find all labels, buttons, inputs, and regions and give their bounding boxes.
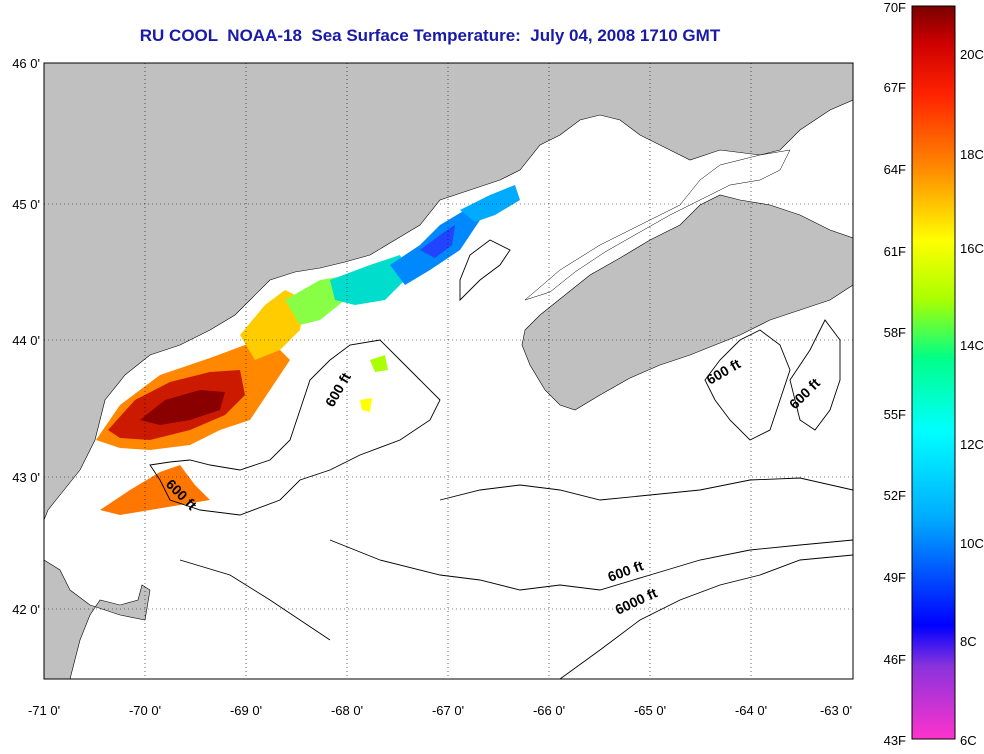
sst-overlay bbox=[96, 185, 520, 515]
lon-tick-label: -70 0' bbox=[129, 703, 161, 718]
lon-tick-label: -71 0' bbox=[28, 703, 60, 718]
lat-tick-label: 45 0' bbox=[12, 197, 40, 212]
lat-axis: 46 0' 45 0' 44 0' 43 0' 42 0' bbox=[12, 56, 40, 617]
lat-tick-label: 42 0' bbox=[12, 602, 40, 617]
colorbar-c-label: 16C bbox=[960, 241, 984, 256]
lat-tick-label: 44 0' bbox=[12, 333, 40, 348]
colorbar-f-label: 52F bbox=[884, 488, 906, 503]
colorbar-c-label: 8C bbox=[960, 634, 977, 649]
colorbar-c-label: 10C bbox=[960, 536, 984, 551]
colorbar-f-label: 61F bbox=[884, 244, 906, 259]
bay-of-fundy bbox=[524, 149, 791, 301]
land-cape-cod bbox=[44, 559, 151, 679]
colorbar-gradient bbox=[911, 5, 956, 740]
colorbar-f-label: 70F bbox=[884, 0, 906, 15]
lon-tick-label: -68 0' bbox=[331, 703, 363, 718]
colorbar-f-label: 67F bbox=[884, 80, 906, 95]
colorbar-c-label: 12C bbox=[960, 437, 984, 452]
lon-tick-label: -63 0' bbox=[820, 703, 852, 718]
lat-tick-label: 46 0' bbox=[12, 56, 40, 71]
land-mainland bbox=[44, 63, 853, 521]
lon-axis: -71 0' -70 0' -69 0' -68 0' -67 0' -66 0… bbox=[28, 703, 852, 718]
map-border bbox=[43, 62, 854, 680]
colorbar-f-label: 55F bbox=[884, 407, 906, 422]
colorbar-f-label: 49F bbox=[884, 570, 906, 585]
colorbar-c-label: 20C bbox=[960, 47, 984, 62]
colorbar-c-label: 14C bbox=[960, 338, 984, 353]
map-content: 600 ft 600 ft 600 ft 600 ft 600 ft 6000 … bbox=[44, 63, 853, 679]
lon-tick-label: -69 0' bbox=[230, 703, 262, 718]
lon-tick-label: -64 0' bbox=[735, 703, 767, 718]
colorbar-f-label: 43F bbox=[884, 733, 906, 748]
bathymetry-contours bbox=[149, 239, 853, 679]
colorbar-c-label: 6C bbox=[960, 733, 977, 748]
lon-tick-label: -65 0' bbox=[634, 703, 666, 718]
colorbar-f-label: 58F bbox=[884, 325, 906, 340]
temperature-colorbar: 70F 67F 64F 61F 58F 55F 52F 49F 46F 43F … bbox=[884, 0, 984, 748]
colorbar-c-label: 18C bbox=[960, 147, 984, 162]
graticule bbox=[44, 63, 853, 679]
lat-tick-label: 43 0' bbox=[12, 470, 40, 485]
land-nova-scotia bbox=[521, 194, 853, 411]
lon-tick-label: -67 0' bbox=[432, 703, 464, 718]
lon-tick-label: -66 0' bbox=[533, 703, 565, 718]
colorbar-f-label: 46F bbox=[884, 652, 906, 667]
map-title: RU COOL NOAA-18 Sea Surface Temperature:… bbox=[139, 26, 721, 45]
colorbar-f-label: 64F bbox=[884, 162, 906, 177]
